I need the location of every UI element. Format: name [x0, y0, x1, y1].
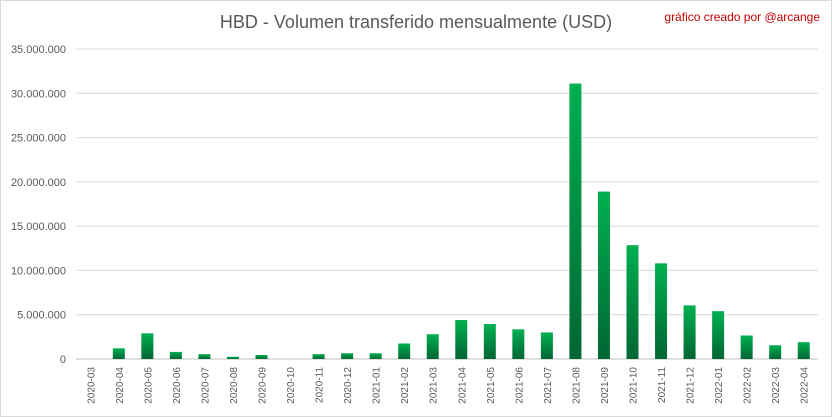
bar-2020-09 [255, 355, 268, 359]
bar-2020-11 [312, 354, 325, 359]
x-tick-label: 2021-09 [600, 367, 611, 404]
x-tick-label: 2020-06 [172, 367, 183, 404]
x-tick-label: 2020-04 [115, 367, 126, 404]
x-tick-label: 2021-03 [429, 367, 440, 404]
bar-2020-12 [341, 353, 354, 359]
bar-2021-01 [369, 353, 382, 359]
x-tick-label: 2022-01 [714, 367, 725, 404]
bar-2022-03 [769, 345, 782, 359]
bar-2021-07 [540, 332, 553, 359]
bar-2021-12 [683, 305, 696, 359]
bar-2020-08 [226, 356, 239, 359]
y-tick-label: 25.000.000 [11, 133, 66, 145]
bar-2021-05 [483, 324, 496, 359]
y-tick-label: 35.000.000 [11, 44, 66, 56]
x-tick-label: 2022-02 [743, 367, 754, 404]
x-tick-label: 2021-06 [514, 367, 525, 404]
bar-2022-02 [740, 335, 753, 359]
x-tick-label: 2021-04 [457, 367, 468, 404]
chart-credit: gráfico creado por @arcange [664, 10, 820, 24]
x-tick-label: 2022-04 [800, 367, 811, 404]
y-tick-label: 5.000.000 [17, 310, 66, 322]
bar-2020-05 [141, 333, 154, 359]
x-tick-label: 2020-08 [229, 367, 240, 404]
x-tick-label: 2020-11 [315, 367, 326, 403]
y-tick-label: 15.000.000 [11, 221, 66, 233]
x-tick-label: 2020-09 [258, 367, 269, 404]
bar-2022-01 [712, 311, 725, 359]
bar-2021-09 [597, 191, 610, 359]
x-tick-label: 2021-08 [571, 367, 582, 404]
x-tick-label: 2021-07 [543, 367, 554, 404]
y-tick-label: 30.000.000 [11, 88, 66, 100]
x-tick-label: 2021-02 [400, 367, 411, 404]
bar-2021-02 [398, 343, 411, 359]
bar-2021-04 [455, 320, 468, 359]
y-tick-label: 0 [60, 354, 66, 366]
bar-2021-06 [512, 329, 525, 359]
bar-2021-03 [426, 334, 439, 359]
bar-2021-11 [655, 263, 668, 359]
y-tick-label: 10.000.000 [11, 265, 66, 277]
x-tick-label: 2021-11 [657, 367, 668, 403]
x-tick-label: 2020-12 [343, 367, 354, 404]
x-tick-label: 2020-07 [200, 367, 211, 404]
x-tick-label: 2021-10 [629, 367, 640, 404]
y-tick-label: 20.000.000 [11, 177, 66, 189]
x-tick-label: 2020-03 [86, 367, 97, 404]
x-tick-label: 2021-01 [372, 367, 383, 404]
bar-2021-08 [569, 83, 582, 360]
chart-title: HBD - Volumen transferido mensualmente (… [219, 12, 613, 32]
x-tick-label: 2020-05 [143, 367, 154, 404]
bar-2022-04 [797, 342, 810, 359]
bar-2020-04 [112, 348, 125, 359]
x-tick-label: 2021-12 [686, 367, 697, 404]
bar-2020-07 [198, 354, 211, 359]
bar-2020-06 [169, 351, 182, 359]
x-tick-label: 2021-05 [486, 367, 497, 404]
bar-2021-10 [626, 245, 639, 359]
x-tick-label: 2022-03 [771, 367, 782, 404]
x-tick-label: 2020-10 [286, 367, 297, 404]
